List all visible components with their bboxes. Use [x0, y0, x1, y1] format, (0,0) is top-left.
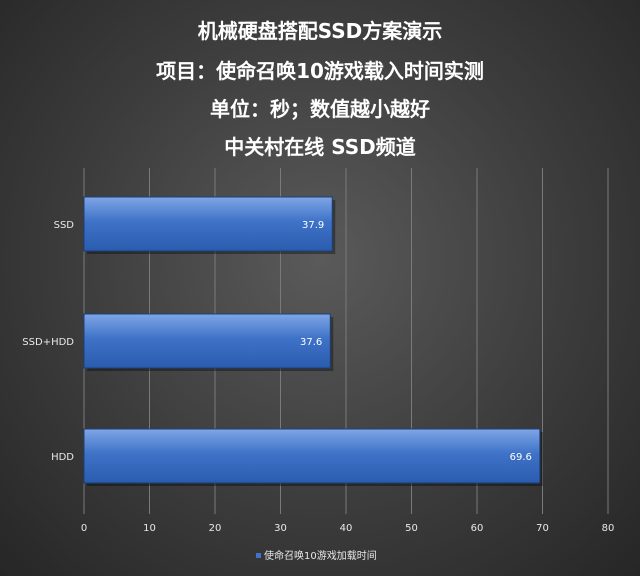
bar-value-label: 69.6: [510, 452, 532, 463]
legend-label: 使命召唤10游戏加载时间: [264, 549, 377, 562]
category-labels: SSD SSD+HDD HDD: [22, 220, 74, 463]
chart-title-line: 单位：秒；数值越小越好: [210, 97, 430, 121]
x-tick-label: 70: [536, 523, 549, 534]
x-tick-label: 80: [602, 523, 615, 534]
x-tick-label: 40: [340, 523, 353, 534]
bar-value-label: 37.9: [302, 220, 324, 231]
category-label: SSD+HDD: [22, 337, 74, 348]
chart-title-line: 机械硬盘搭配SSD方案演示: [198, 19, 443, 43]
legend-swatch: [256, 553, 261, 558]
chart-title-line: 项目：使命召唤10游戏载入时间实测: [156, 59, 484, 83]
x-tick-label: 0: [81, 523, 87, 534]
x-tick-label: 20: [209, 523, 222, 534]
bars: 37.9 37.6 69.6: [83, 196, 543, 486]
x-tick-labels: 0 10 20 30 40 50 60 70 80: [81, 523, 615, 534]
bar: [83, 313, 331, 369]
bar-value-label: 37.6: [300, 337, 322, 348]
x-tick-label: 10: [143, 523, 156, 534]
category-label: SSD: [54, 220, 75, 231]
legend: 使命召唤10游戏加载时间: [256, 549, 377, 562]
category-label: HDD: [51, 452, 74, 463]
x-tick-label: 30: [274, 523, 287, 534]
x-tick-label: 50: [405, 523, 418, 534]
x-tick-label: 60: [471, 523, 484, 534]
bar: [83, 196, 333, 252]
bar: [83, 428, 541, 484]
chart-titles: 机械硬盘搭配SSD方案演示项目：使命召唤10游戏载入时间实测单位：秒；数值越小越…: [156, 19, 484, 159]
chart-title-line: 中关村在线 SSD频道: [224, 135, 415, 159]
